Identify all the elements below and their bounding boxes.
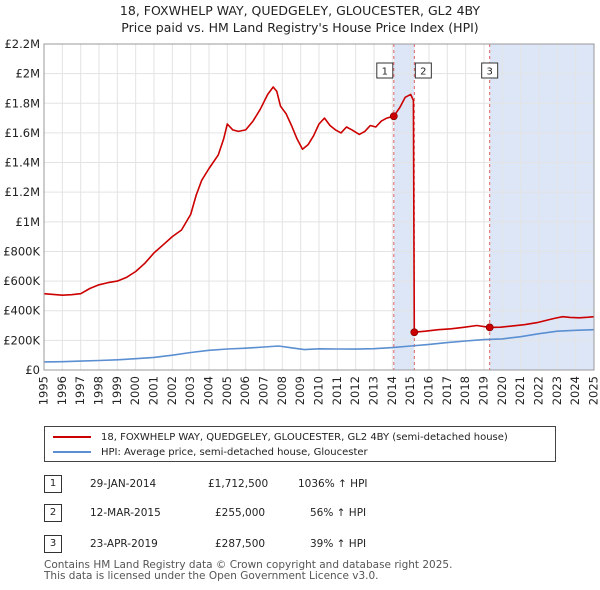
footer-line2: This data is licensed under the Open Gov… (44, 570, 379, 582)
y-tick-label: £600K (3, 274, 40, 288)
chart-title-line1: 18, FOXWHELP WAY, QUEDGELEY, GLOUCESTER,… (119, 3, 481, 18)
y-tick-label: £1M (15, 215, 40, 229)
hpi-line (43, 328, 595, 363)
x-tick-label: 2001 (147, 376, 161, 405)
shaded-period (489, 44, 594, 370)
legend-item-property: 18, FOXWHELP WAY, QUEDGELEY, GLOUCESTER,… (53, 430, 508, 444)
chart-title-line2: Price paid vs. HM Land Registry's House … (121, 20, 479, 35)
sale-price: £287,500 (215, 538, 266, 550)
x-tick-label: 2013 (367, 376, 381, 405)
legend-label-property: 18, FOXWHELP WAY, QUEDGELEY, GLOUCESTER,… (101, 431, 508, 443)
legend-swatch-hpi (53, 451, 91, 453)
sale-point (389, 112, 398, 121)
x-tick-label: 2010 (312, 376, 326, 405)
x-tick-label: 2011 (330, 376, 344, 405)
x-tick-label: 2024 (568, 376, 582, 405)
sale-marker-box (414, 62, 432, 79)
sale-row: 1 29-JAN-2014 £1,712,500 1036% ↑ HPI (0, 475, 600, 495)
x-tick-label: 2003 (183, 376, 197, 405)
legend: 18, FOXWHELP WAY, QUEDGELEY, GLOUCESTER,… (44, 426, 556, 462)
x-tick-label: 1996 (55, 376, 69, 405)
sale-badge: 3 (44, 535, 62, 553)
sale-marker-number: 2 (420, 67, 426, 78)
sale-date: 29-JAN-2014 (90, 478, 157, 490)
x-tick-label: 1995 (37, 376, 51, 405)
y-tick-label: £1.4M (4, 156, 40, 170)
sale-marker-box (376, 62, 394, 79)
sale-marker-box (481, 62, 499, 79)
y-tick-label: £800K (3, 244, 40, 258)
plot-frame (43, 43, 595, 371)
x-tick-label: 2004 (202, 376, 216, 405)
sale-marker-label: 3 (481, 62, 499, 79)
x-tick-label: 2008 (275, 376, 289, 405)
y-tick-label: £1.6M (4, 126, 40, 140)
x-tick-label: 2015 (403, 376, 417, 405)
x-tick-label: 2005 (220, 376, 234, 405)
y-tick-label: £1.2M (4, 185, 40, 199)
y-tick-label: £200K (3, 333, 40, 347)
x-tick-label: 2022 (532, 376, 546, 405)
sale-marker-label: 2 (414, 62, 432, 79)
sale-hpi: 56% ↑ HPI (310, 507, 367, 519)
x-tick-label: 2021 (513, 376, 527, 405)
x-tick-label: 2000 (128, 376, 142, 405)
sale-point (410, 328, 419, 337)
x-tick-label: 1997 (73, 376, 87, 405)
sale-price: £255,000 (215, 507, 266, 519)
sale-point (485, 323, 494, 332)
x-tick-label: 2018 (458, 376, 472, 405)
x-tick-label: 1999 (110, 376, 124, 405)
y-tick-label: £2.2M (4, 37, 40, 51)
sale-date: 23-APR-2019 (90, 538, 158, 550)
x-tick-label: 2020 (495, 376, 509, 405)
sale-marker-number: 1 (382, 67, 388, 78)
x-tick-label: 2025 (587, 376, 600, 405)
property-price-line (43, 86, 595, 333)
sale-row: 2 12-MAR-2015 £255,000 56% ↑ HPI (0, 504, 600, 524)
price-chart: £0 £200K £400K £600K £800K £1M £1.2M £1.4M £1.6M… (3, 37, 600, 405)
y-tick-label: £1.8M (4, 96, 40, 110)
y-tick-label: £400K (3, 304, 40, 318)
sale-hpi: 1036% ↑ HPI (298, 478, 368, 490)
footer: Contains HM Land Registry data © Crown c… (44, 560, 452, 582)
sale-marker-number: 3 (486, 67, 492, 78)
sale-date: 12-MAR-2015 (90, 507, 161, 519)
x-tick-label: 2019 (477, 376, 491, 405)
sale-price: £1,712,500 (208, 478, 269, 490)
legend-label-hpi: HPI: Average price, semi-detached house,… (101, 446, 368, 458)
shaded-period (393, 44, 415, 370)
x-tick-label: 1998 (92, 376, 106, 405)
x-tick-label: 2017 (440, 376, 454, 405)
y-tick-label: £0 (25, 363, 40, 377)
sale-badge: 1 (44, 475, 62, 493)
footer-line1: Contains HM Land Registry data © Crown c… (44, 559, 453, 571)
chart-title: 18, FOXWHELP WAY, QUEDGELEY, GLOUCESTER,… (0, 2, 600, 36)
x-tick-label: 2006 (238, 376, 252, 405)
sale-badge: 2 (44, 504, 62, 522)
x-tick-label: 2009 (293, 376, 307, 405)
x-tick-label: 2002 (165, 376, 179, 405)
x-tick-label: 2012 (348, 376, 362, 405)
sale-hpi: 39% ↑ HPI (310, 538, 367, 550)
x-tick-label: 2016 (422, 376, 436, 405)
sale-row: 3 23-APR-2019 £287,500 39% ↑ HPI (0, 535, 600, 555)
x-tick-label: 2023 (550, 376, 564, 405)
y-tick-label: £2M (15, 67, 40, 81)
legend-swatch-property (53, 436, 91, 438)
sale-marker-label: 1 (376, 62, 394, 79)
legend-item-hpi: HPI: Average price, semi-detached house,… (53, 445, 368, 459)
x-tick-label: 2014 (385, 376, 399, 405)
x-tick-label: 2007 (257, 376, 271, 405)
